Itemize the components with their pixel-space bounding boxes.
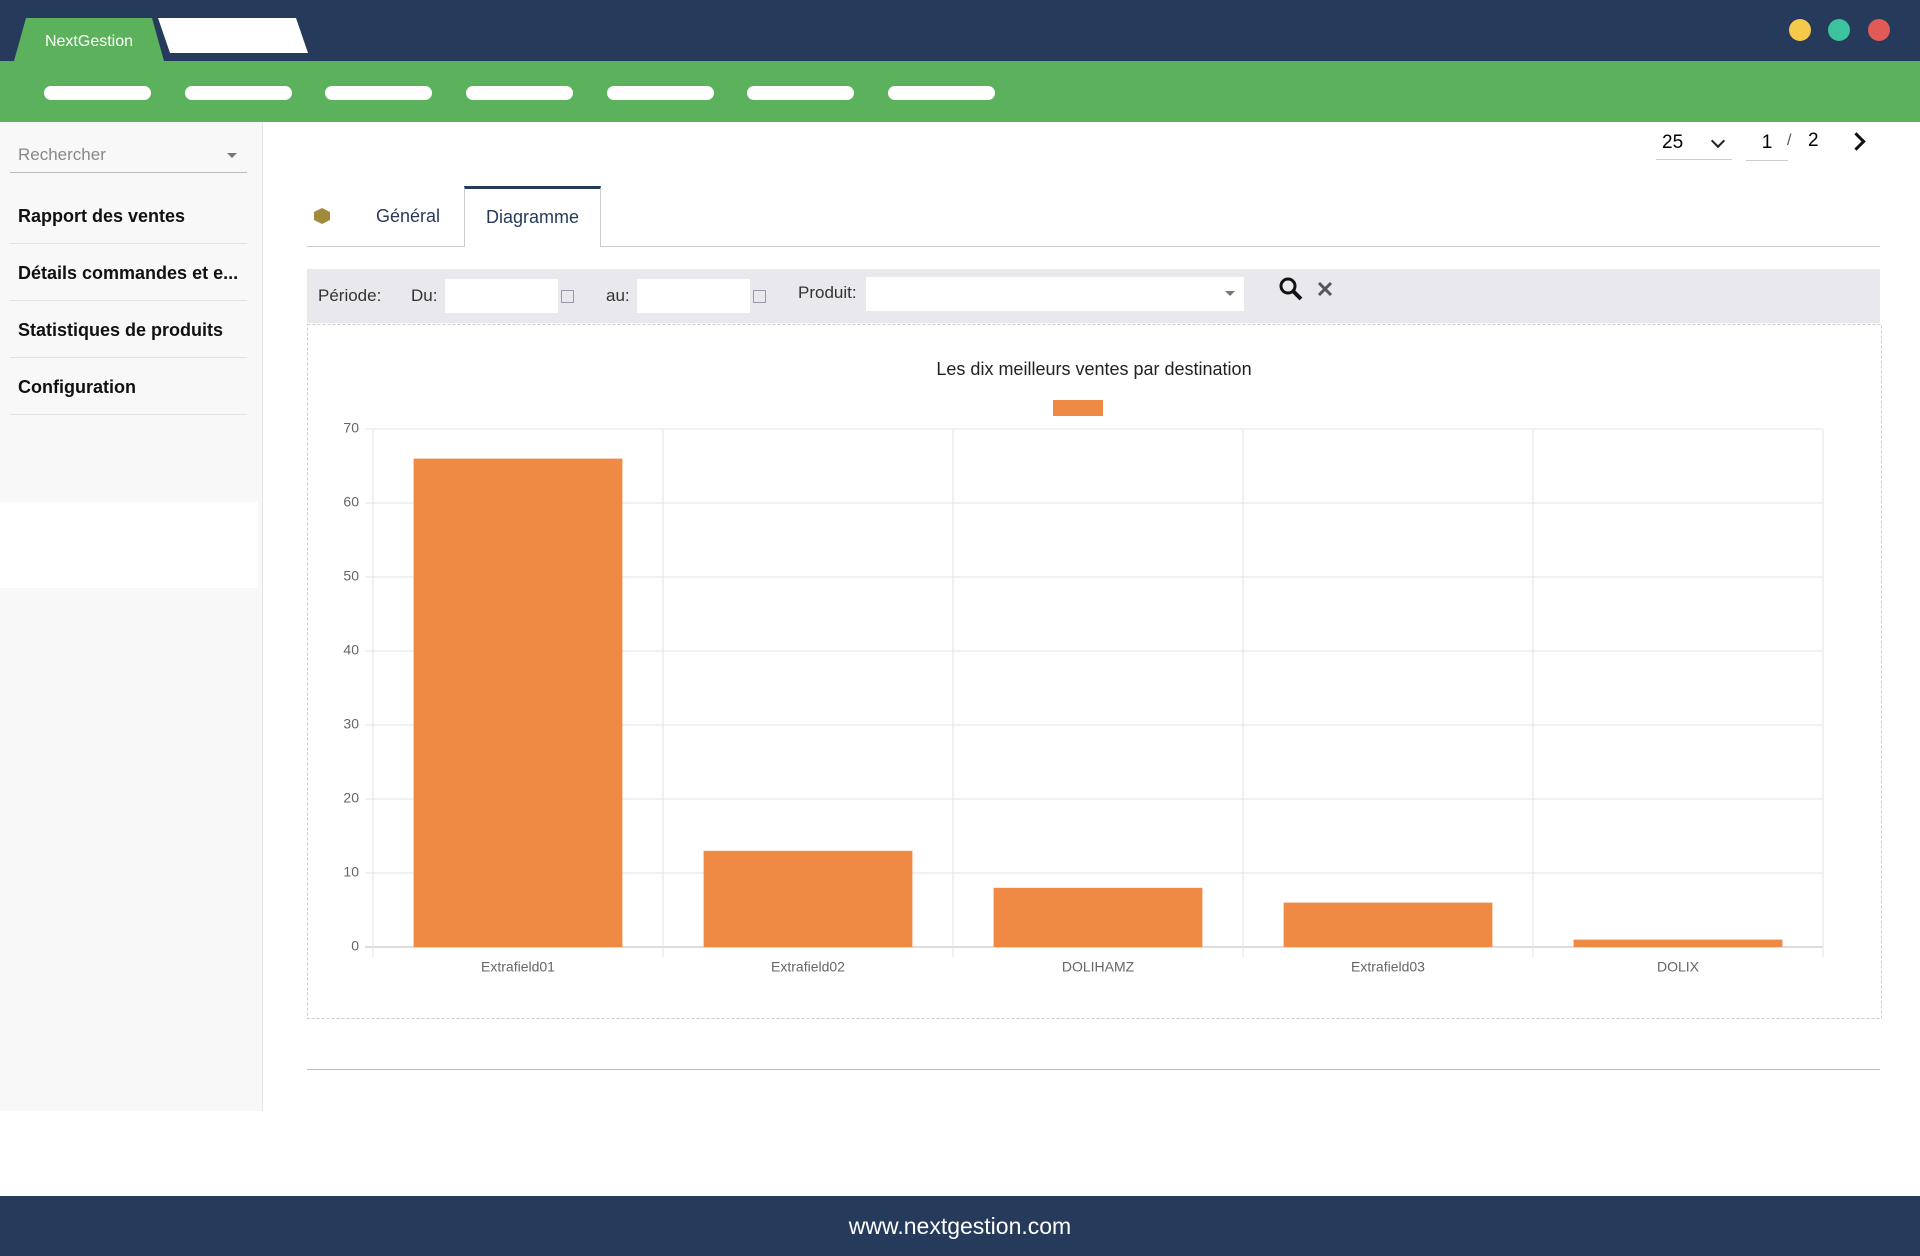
window-dot[interactable] (1789, 19, 1811, 41)
bar (703, 850, 913, 947)
sidebar (0, 122, 263, 1111)
date-input[interactable] (445, 279, 558, 313)
footer: www.nextgestion.com (0, 1196, 1920, 1256)
chart: Les dix meilleurs ventes par destination… (307, 324, 1882, 1019)
tab-line (307, 246, 1880, 247)
dropdown-arrow (1225, 291, 1235, 301)
filter-label: Du: (411, 286, 438, 305)
sidebar-item[interactable]: Détails commandes et e... (10, 245, 247, 301)
x-tick-label: DOLIX (1657, 959, 1700, 975)
y-tick-label: 70 (343, 420, 359, 436)
search-button[interactable] (1278, 276, 1304, 302)
product-select[interactable] (866, 277, 1244, 311)
y-tick-label: 50 (343, 568, 359, 584)
tab-icon (314, 208, 330, 224)
nav-item[interactable] (607, 86, 714, 100)
sidebar-item[interactable]: Configuration (10, 359, 247, 415)
dropdown-arrow (227, 153, 237, 163)
bar (1573, 939, 1783, 947)
window-dot[interactable] (1868, 19, 1890, 41)
nav-item[interactable] (747, 86, 854, 100)
sidebar-item[interactable]: Statistiques de produits (10, 302, 247, 358)
y-tick-label: 10 (343, 864, 359, 880)
filter-label: Produit: (798, 283, 857, 302)
chart-title: Les dix meilleurs ventes par destination (936, 359, 1251, 379)
date-input[interactable] (637, 279, 750, 313)
page-total: 2 (1808, 130, 1819, 151)
tab[interactable]: Général (376, 206, 441, 226)
y-tick-label: 30 (343, 716, 359, 732)
top-bar (0, 0, 1920, 61)
filter-label: au: (606, 286, 630, 305)
nav-item[interactable] (466, 86, 573, 100)
divider (307, 1069, 1880, 1070)
legend-swatch (1053, 400, 1103, 416)
per-page[interactable]: 25 (1656, 128, 1732, 160)
filter-label: Période: (318, 286, 382, 305)
x-tick-label: Extrafield02 (771, 959, 845, 975)
tab-active[interactable]: Diagramme (464, 186, 601, 247)
search-box[interactable]: Rechercher (10, 137, 247, 173)
sidebar-gap (0, 502, 258, 588)
bar (993, 887, 1203, 947)
nav-item[interactable] (325, 86, 432, 100)
y-tick-label: 60 (343, 494, 359, 510)
y-tick-label: 20 (343, 790, 359, 806)
nav-item[interactable] (44, 86, 151, 100)
x-tick-label: Extrafield03 (1351, 959, 1425, 975)
bar (1283, 902, 1493, 947)
clear-button[interactable] (1316, 280, 1334, 298)
sidebar-item[interactable]: Rapport des ventes (10, 188, 247, 244)
chart-border (307, 324, 1882, 1019)
x-tick-label: Extrafield01 (481, 959, 555, 975)
y-tick-label: 0 (351, 938, 359, 954)
page-input[interactable]: 1 (1746, 128, 1788, 161)
nav-item[interactable] (888, 86, 995, 100)
y-tick-label: 40 (343, 642, 359, 658)
calendar-icon[interactable] (561, 290, 574, 303)
blank-tab[interactable] (158, 18, 308, 53)
window-dot[interactable] (1828, 19, 1850, 41)
page-separator: / (1787, 132, 1792, 149)
app-tab[interactable]: NextGestion (14, 18, 164, 61)
next-page[interactable] (1847, 132, 1866, 151)
x-tick-label: DOLIHAMZ (1062, 959, 1135, 975)
bar (413, 458, 623, 947)
calendar-icon[interactable] (753, 290, 766, 303)
nav-item[interactable] (185, 86, 292, 100)
